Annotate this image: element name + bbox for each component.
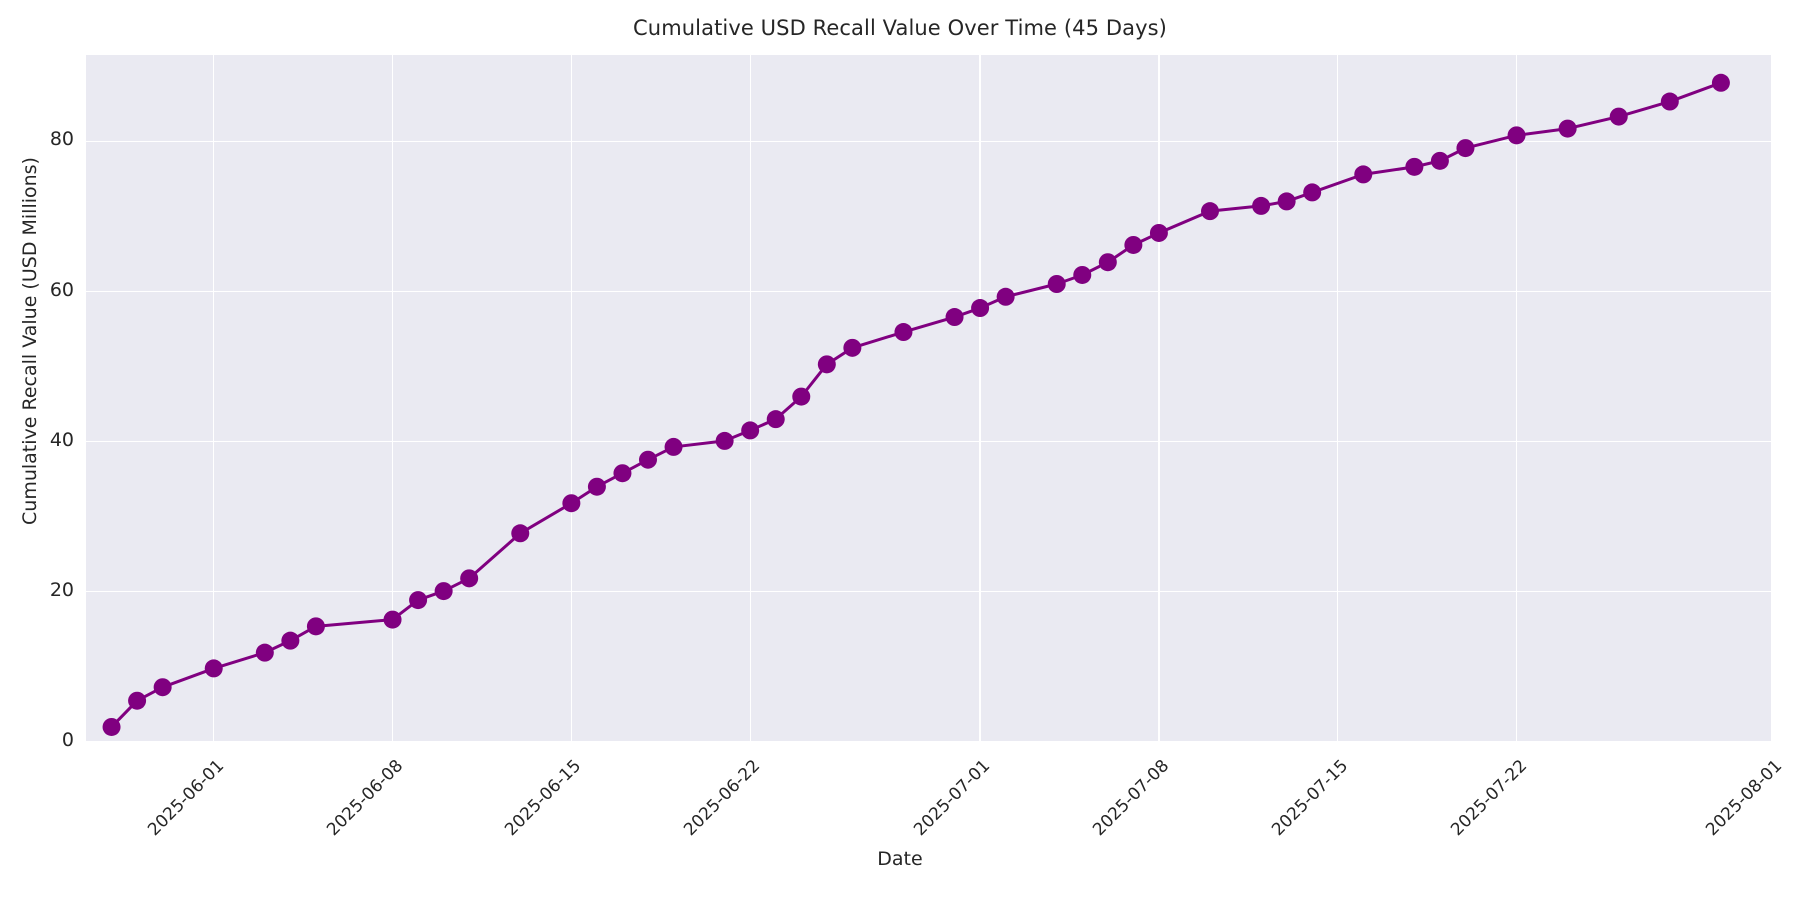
gridline-vertical xyxy=(979,55,981,742)
y-axis-label: Cumulative Recall Value (USD Millions) xyxy=(19,157,41,525)
gridline-vertical xyxy=(749,55,751,742)
data-point xyxy=(1047,275,1066,293)
data-point xyxy=(128,691,147,710)
data-point xyxy=(434,582,453,601)
data-point xyxy=(1354,165,1373,184)
data-point xyxy=(766,410,785,429)
data-point xyxy=(1609,107,1628,126)
gridline-vertical xyxy=(391,55,394,742)
gridline-horizontal xyxy=(86,591,1772,593)
data-point xyxy=(613,464,632,483)
data-point xyxy=(281,631,300,650)
gridline-vertical xyxy=(1515,55,1518,742)
x-axis-label: Date xyxy=(877,848,923,870)
data-point xyxy=(1277,192,1296,211)
data-point xyxy=(843,338,862,357)
gridline-horizontal xyxy=(86,441,1772,443)
data-point xyxy=(894,323,913,342)
data-point xyxy=(383,610,402,629)
gridline-horizontal xyxy=(86,741,1772,743)
data-point xyxy=(945,308,964,327)
x-tick-label: 2025-07-15 xyxy=(1267,756,1352,841)
gridline-horizontal xyxy=(86,140,1772,142)
x-tick-label: 2025-06-01 xyxy=(143,756,228,841)
series-polyline xyxy=(110,81,1723,729)
data-point xyxy=(664,437,683,456)
data-point xyxy=(817,355,836,374)
data-point xyxy=(1149,223,1168,242)
data-point xyxy=(409,591,428,610)
data-point xyxy=(587,477,606,496)
gridline-vertical xyxy=(1771,55,1773,742)
gridline-vertical xyxy=(213,55,215,742)
x-tick-label: 2025-06-22 xyxy=(680,756,765,841)
gridline-horizontal xyxy=(86,290,1772,293)
x-tick-label: 2025-06-08 xyxy=(322,756,407,841)
data-point xyxy=(1098,253,1117,272)
x-tick-label: 2025-06-15 xyxy=(501,756,586,841)
x-tick-label: 2025-07-22 xyxy=(1446,756,1531,841)
data-point xyxy=(1456,139,1475,158)
data-point xyxy=(1507,126,1526,145)
data-point xyxy=(1252,196,1271,215)
data-point xyxy=(715,431,734,450)
data-point xyxy=(306,617,325,636)
y-tick-label: 40 xyxy=(49,428,74,451)
gridline-vertical xyxy=(1158,55,1160,742)
gridline-vertical xyxy=(1337,55,1339,742)
data-point xyxy=(971,299,990,318)
data-point xyxy=(204,659,223,678)
data-point xyxy=(1430,151,1449,170)
data-point xyxy=(1073,265,1092,284)
data-point xyxy=(792,387,811,406)
data-point xyxy=(1201,202,1219,221)
data-point xyxy=(1303,183,1322,202)
data-point xyxy=(1660,92,1679,111)
data-point xyxy=(255,643,274,662)
gridline-vertical xyxy=(570,55,572,742)
data-point xyxy=(1405,157,1424,176)
data-point xyxy=(639,450,657,469)
page-title: Cumulative USD Recall Value Over Time (4… xyxy=(633,16,1167,40)
data-point xyxy=(1124,235,1143,254)
data-point xyxy=(1558,119,1577,138)
data-point xyxy=(153,678,172,697)
data-point xyxy=(102,717,121,736)
data-point xyxy=(996,287,1015,306)
x-tick-label: 2025-07-01 xyxy=(910,756,995,841)
x-tick-label: 2025-08-01 xyxy=(1702,756,1787,841)
plot-area xyxy=(86,55,1773,743)
data-point xyxy=(460,569,479,588)
x-tick-label: 2025-07-08 xyxy=(1089,756,1174,841)
y-tick-label: 0 xyxy=(61,729,74,751)
data-point xyxy=(511,524,530,543)
data-point xyxy=(741,421,760,440)
data-point xyxy=(1711,73,1730,92)
line-series xyxy=(102,73,1730,736)
y-tick-label: 20 xyxy=(49,578,74,601)
y-tick-label: 80 xyxy=(49,128,74,151)
series-markers xyxy=(102,73,1730,736)
data-point xyxy=(562,494,581,513)
y-tick-label: 60 xyxy=(49,278,74,301)
